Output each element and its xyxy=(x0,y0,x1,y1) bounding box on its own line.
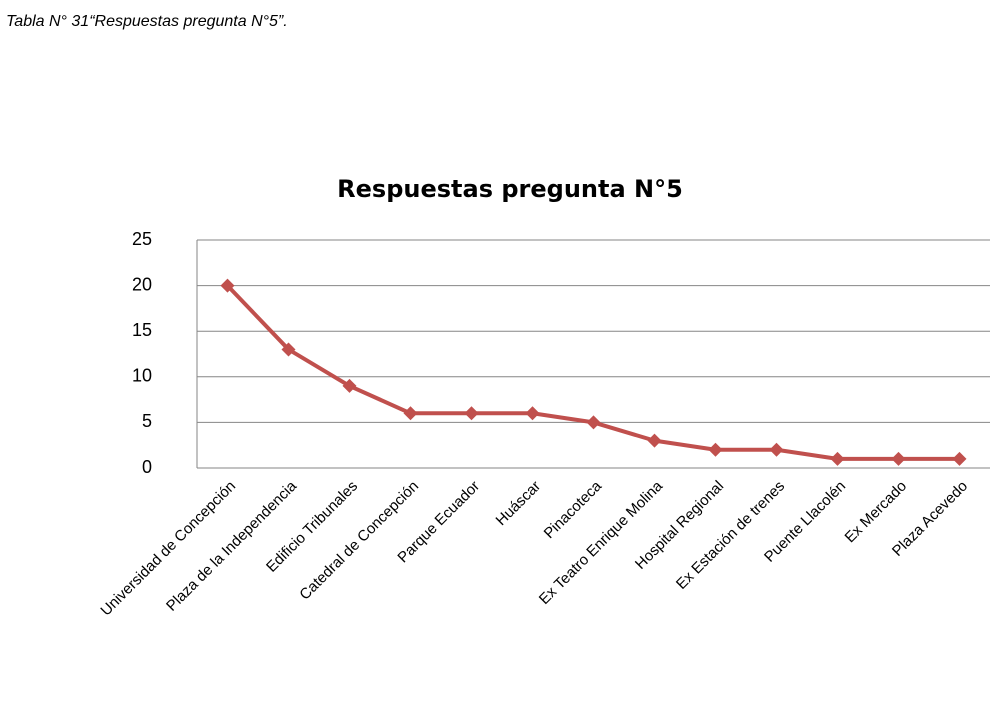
x-tick-label: Ex Estación de trenes xyxy=(673,478,788,593)
data-marker xyxy=(526,406,540,420)
data-marker xyxy=(465,406,479,420)
y-tick-label: 25 xyxy=(132,229,152,249)
x-tick-label: Huáscar xyxy=(493,478,545,530)
page: Tabla N° 31“Respuestas pregunta N°5”. Re… xyxy=(0,0,992,714)
y-tick-label: 0 xyxy=(142,457,152,477)
y-tick-label: 10 xyxy=(132,366,152,386)
data-marker xyxy=(770,443,784,457)
data-marker xyxy=(831,452,845,466)
x-tick-label: Pinacoteca xyxy=(541,477,606,542)
chart-title: Respuestas pregunta N°5 xyxy=(337,175,683,203)
data-marker xyxy=(709,443,723,457)
caption: Tabla N° 31“Respuestas pregunta N°5”. xyxy=(6,13,288,30)
y-tick-label: 15 xyxy=(132,320,152,340)
data-marker xyxy=(587,415,601,429)
y-tick-label: 5 xyxy=(142,411,152,431)
x-tick-label: Ex Teatro Enrique Molina xyxy=(536,477,667,608)
chart: Tabla N° 31“Respuestas pregunta N°5”. Re… xyxy=(0,0,992,714)
x-tick-label: Catedral de Concepción xyxy=(296,478,422,604)
data-marker xyxy=(404,406,418,420)
data-marker xyxy=(953,452,967,466)
y-tick-label: 20 xyxy=(132,274,152,294)
data-marker xyxy=(648,434,662,448)
data-marker xyxy=(892,452,906,466)
data-line xyxy=(228,286,960,459)
